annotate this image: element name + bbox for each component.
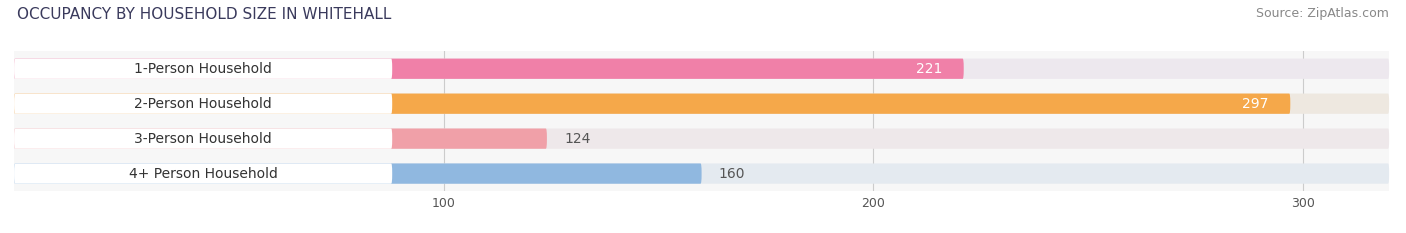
Text: OCCUPANCY BY HOUSEHOLD SIZE IN WHITEHALL: OCCUPANCY BY HOUSEHOLD SIZE IN WHITEHALL	[17, 7, 391, 22]
FancyBboxPatch shape	[14, 164, 702, 184]
FancyBboxPatch shape	[14, 59, 1389, 79]
FancyBboxPatch shape	[14, 164, 392, 184]
FancyBboxPatch shape	[14, 129, 392, 149]
FancyBboxPatch shape	[14, 51, 1389, 86]
Text: 124: 124	[564, 132, 591, 146]
Text: 2-Person Household: 2-Person Household	[134, 97, 271, 111]
FancyBboxPatch shape	[14, 93, 1389, 114]
FancyBboxPatch shape	[14, 93, 392, 114]
Text: 3-Person Household: 3-Person Household	[134, 132, 271, 146]
Text: 160: 160	[718, 167, 745, 181]
FancyBboxPatch shape	[14, 129, 547, 149]
Text: 221: 221	[915, 62, 942, 76]
Text: 1-Person Household: 1-Person Household	[134, 62, 273, 76]
Text: Source: ZipAtlas.com: Source: ZipAtlas.com	[1256, 7, 1389, 20]
FancyBboxPatch shape	[14, 59, 392, 79]
FancyBboxPatch shape	[14, 93, 1291, 114]
FancyBboxPatch shape	[14, 156, 1389, 191]
FancyBboxPatch shape	[14, 164, 1389, 184]
Text: 297: 297	[1243, 97, 1268, 111]
Text: 4+ Person Household: 4+ Person Household	[129, 167, 277, 181]
FancyBboxPatch shape	[14, 129, 1389, 149]
FancyBboxPatch shape	[14, 59, 963, 79]
FancyBboxPatch shape	[14, 121, 1389, 156]
FancyBboxPatch shape	[14, 86, 1389, 121]
